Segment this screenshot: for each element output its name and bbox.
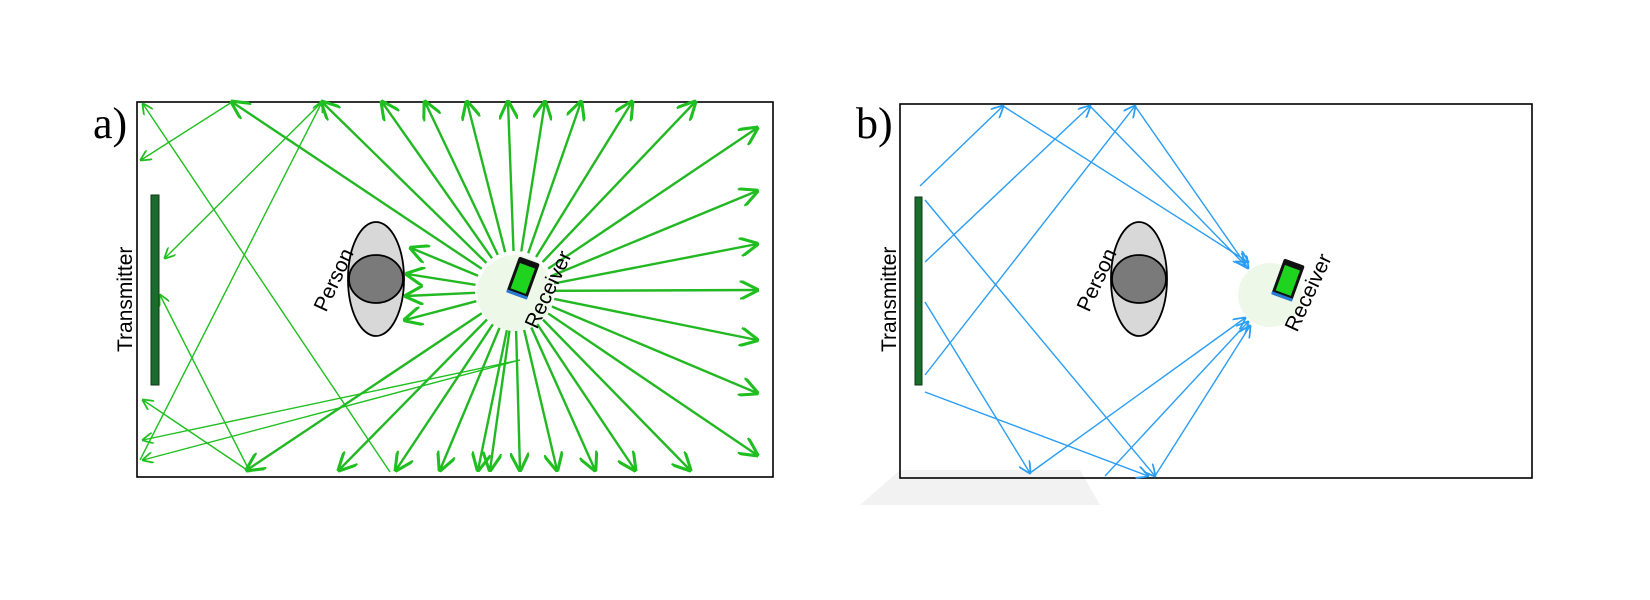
- ray-b-path: [1134, 105, 1248, 268]
- transmitter-a-label: Transmitter: [114, 247, 137, 352]
- transmitter-a: [150, 194, 160, 386]
- ray-b-path: [1089, 105, 1245, 265]
- ray-a-direct: [530, 327, 595, 470]
- ray-a-reflected: [160, 295, 251, 473]
- person-a: [347, 221, 405, 337]
- ray-a-direct: [553, 297, 757, 340]
- receiver-a-phone: [506, 256, 540, 300]
- ray-a-direct: [322, 102, 488, 264]
- receiver-b-phone: [1271, 258, 1305, 302]
- ray-a-direct: [551, 191, 757, 277]
- ray-a-direct: [247, 312, 483, 470]
- ray-b-path: [1029, 318, 1245, 474]
- ray-a-direct: [396, 323, 494, 470]
- ray-a-direct: [547, 312, 757, 455]
- ray-a-direct: [405, 300, 477, 320]
- panel-a: a) Transmitter Person Receiver: [93, 99, 774, 478]
- transmitter-b: [914, 196, 923, 386]
- ray-a-direct: [467, 102, 507, 253]
- ray-b-path: [924, 301, 1030, 473]
- ray-a-direct: [425, 102, 499, 256]
- panel-a-label: a): [93, 99, 127, 148]
- ray-a-reflected: [143, 104, 391, 473]
- ray-a-direct: [542, 318, 690, 470]
- rays-b: [919, 105, 1250, 477]
- ray-b-path: [1002, 105, 1248, 262]
- panel-b: b) Transmitter Person Receiver: [856, 99, 1533, 479]
- ray-b-path: [924, 106, 1135, 376]
- ray-b-path: [1154, 326, 1250, 477]
- ray-a-direct: [547, 128, 757, 270]
- ray-a-direct: [478, 329, 509, 470]
- person-b: [1110, 221, 1168, 337]
- ray-a-direct: [339, 318, 488, 470]
- ray-a-reflected: [143, 400, 251, 473]
- ray-a-reflected: [141, 101, 233, 160]
- transmitter-b-label: Transmitter: [878, 247, 901, 352]
- ray-a-direct: [411, 248, 479, 277]
- ray-b-path: [1104, 322, 1248, 477]
- ray-b-path: [924, 199, 1155, 476]
- ray-a-direct: [520, 102, 545, 252]
- ray-a-direct: [541, 102, 695, 263]
- ray-a-direct: [440, 327, 501, 470]
- background-shade: [860, 470, 1100, 505]
- ray-a-direct: [536, 323, 635, 470]
- panel-b-label: b): [856, 99, 893, 148]
- ray-a-reflected: [143, 359, 521, 460]
- room-b-border: [899, 103, 1533, 479]
- ray-a-reflected: [165, 101, 323, 258]
- room-a-border: [136, 101, 774, 478]
- ray-a-direct: [508, 102, 514, 252]
- ray-a-direct: [516, 330, 520, 470]
- ray-a-direct: [551, 305, 757, 393]
- ray-a-direct: [382, 102, 493, 259]
- ray-a-direct: [554, 290, 757, 291]
- ray-b-path: [919, 106, 1003, 187]
- ray-a-direct: [406, 293, 476, 296]
- ray-a-direct: [535, 102, 632, 258]
- ray-a-direct: [527, 102, 581, 254]
- ray-a-reflected: [143, 359, 521, 440]
- ray-b-path: [924, 106, 1090, 263]
- ray-a-direct: [490, 330, 511, 470]
- ray-a-direct: [554, 244, 757, 285]
- ray-a-direct: [232, 102, 483, 270]
- person-b-head: [1111, 254, 1167, 304]
- person-a-head: [348, 254, 404, 304]
- ray-a-direct: [522, 329, 557, 470]
- ray-a-direct: [407, 274, 476, 285]
- ray-a-reflected: [139, 102, 322, 461]
- ray-b-path: [924, 391, 1148, 476]
- rays-a: [140, 102, 757, 472]
